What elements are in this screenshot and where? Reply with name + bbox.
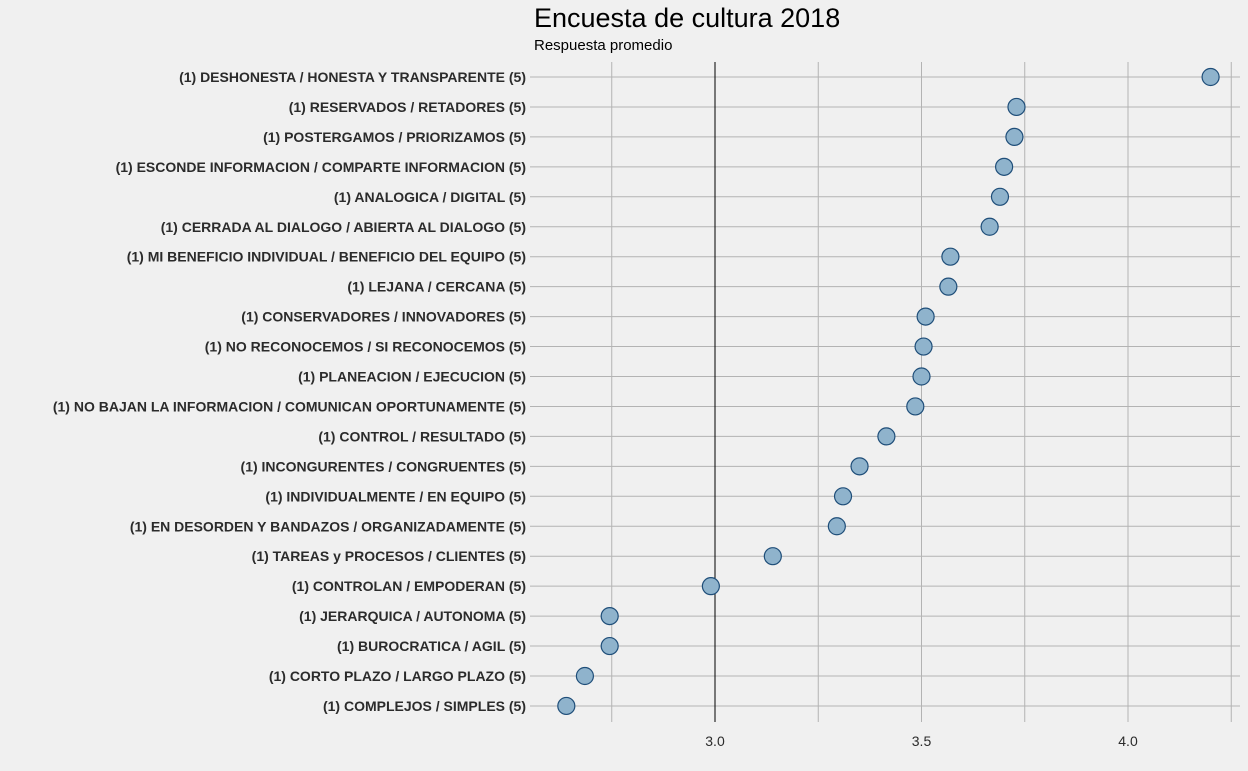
category-label: (1) NO RECONOCEMOS / SI RECONOCEMOS (5) xyxy=(205,339,526,355)
data-point xyxy=(980,217,999,236)
data-points xyxy=(557,67,1220,716)
data-point xyxy=(600,606,619,626)
data-point xyxy=(914,337,933,356)
category-label: (1) PLANEACION / EJECUCION (5) xyxy=(298,369,526,385)
category-label: (1) RESERVADOS / RETADORES (5) xyxy=(289,99,526,115)
category-label: (1) LEJANA / CERCANA (5) xyxy=(347,279,526,295)
category-label: (1) ANALOGICA / DIGITAL (5) xyxy=(334,189,526,205)
data-point xyxy=(1005,127,1024,146)
x-tick-labels: 3.0 3.5 4.0 xyxy=(705,733,1138,749)
category-label: (1) EN DESORDEN Y BANDAZOS / ORGANIZADAM… xyxy=(130,518,526,534)
category-label: (1) MI BENEFICIO INDIVIDUAL / BENEFICIO … xyxy=(127,249,526,265)
data-point xyxy=(939,277,958,296)
data-point xyxy=(916,307,935,326)
data-point xyxy=(994,157,1014,176)
data-point xyxy=(850,457,869,476)
data-point xyxy=(877,427,896,446)
category-label: (1) NO BAJAN LA INFORMACION / COMUNICAN … xyxy=(53,398,526,414)
category-label: (1) CONTROLAN / EMPODERAN (5) xyxy=(292,578,526,594)
category-label: (1) COMPLEJOS / SIMPLES (5) xyxy=(323,698,526,714)
category-label: (1) ESCONDE INFORMACION / COMPARTE INFOR… xyxy=(116,159,526,175)
data-point xyxy=(1007,97,1026,117)
category-label: (1) CONTROL / RESULTADO (5) xyxy=(318,428,526,444)
grid xyxy=(530,62,1240,722)
category-label: (1) INCONGURENTES / CONGRUENTES (5) xyxy=(241,458,526,474)
category-label: (1) BUROCRATICA / AGIL (5) xyxy=(337,638,526,654)
category-label: (1) TAREAS y PROCESOS / CLIENTES (5) xyxy=(252,548,526,564)
data-point xyxy=(557,696,576,716)
chart-subtitle: Respuesta promedio xyxy=(534,37,673,54)
category-label: (1) INDIVIDUALMENTE / EN EQUIPO (5) xyxy=(265,488,526,504)
data-point xyxy=(827,517,846,536)
category-label: (1) CORTO PLAZO / LARGO PLAZO (5) xyxy=(269,668,526,684)
data-point xyxy=(763,547,782,566)
data-point xyxy=(906,397,925,416)
category-label: (1) POSTERGAMOS / PRIORIZAMOS (5) xyxy=(263,129,526,145)
category-label: (1) JERARQUICA / AUTONOMA (5) xyxy=(299,608,526,624)
data-point xyxy=(575,666,595,686)
data-point xyxy=(701,577,720,596)
data-point xyxy=(990,187,1010,206)
category-label: (1) DESHONESTA / HONESTA Y TRANSPARENTE … xyxy=(179,69,526,85)
data-point xyxy=(1201,67,1220,87)
x-tick-label: 3.0 xyxy=(705,733,725,749)
category-label: (1) CERRADA AL DIALOGO / ABIERTA AL DIAL… xyxy=(161,219,526,235)
data-point xyxy=(941,247,960,266)
data-point xyxy=(600,636,619,656)
data-point xyxy=(912,367,931,386)
x-tick-label: 3.5 xyxy=(912,733,932,749)
category-label: (1) CONSERVADORES / INNOVADORES (5) xyxy=(241,309,526,325)
x-tick-label: 4.0 xyxy=(1118,733,1138,749)
category-labels: (1) DESHONESTA / HONESTA Y TRANSPARENTE … xyxy=(53,69,526,714)
data-point xyxy=(833,487,853,506)
chart-title: Encuesta de cultura 2018 xyxy=(534,3,841,33)
